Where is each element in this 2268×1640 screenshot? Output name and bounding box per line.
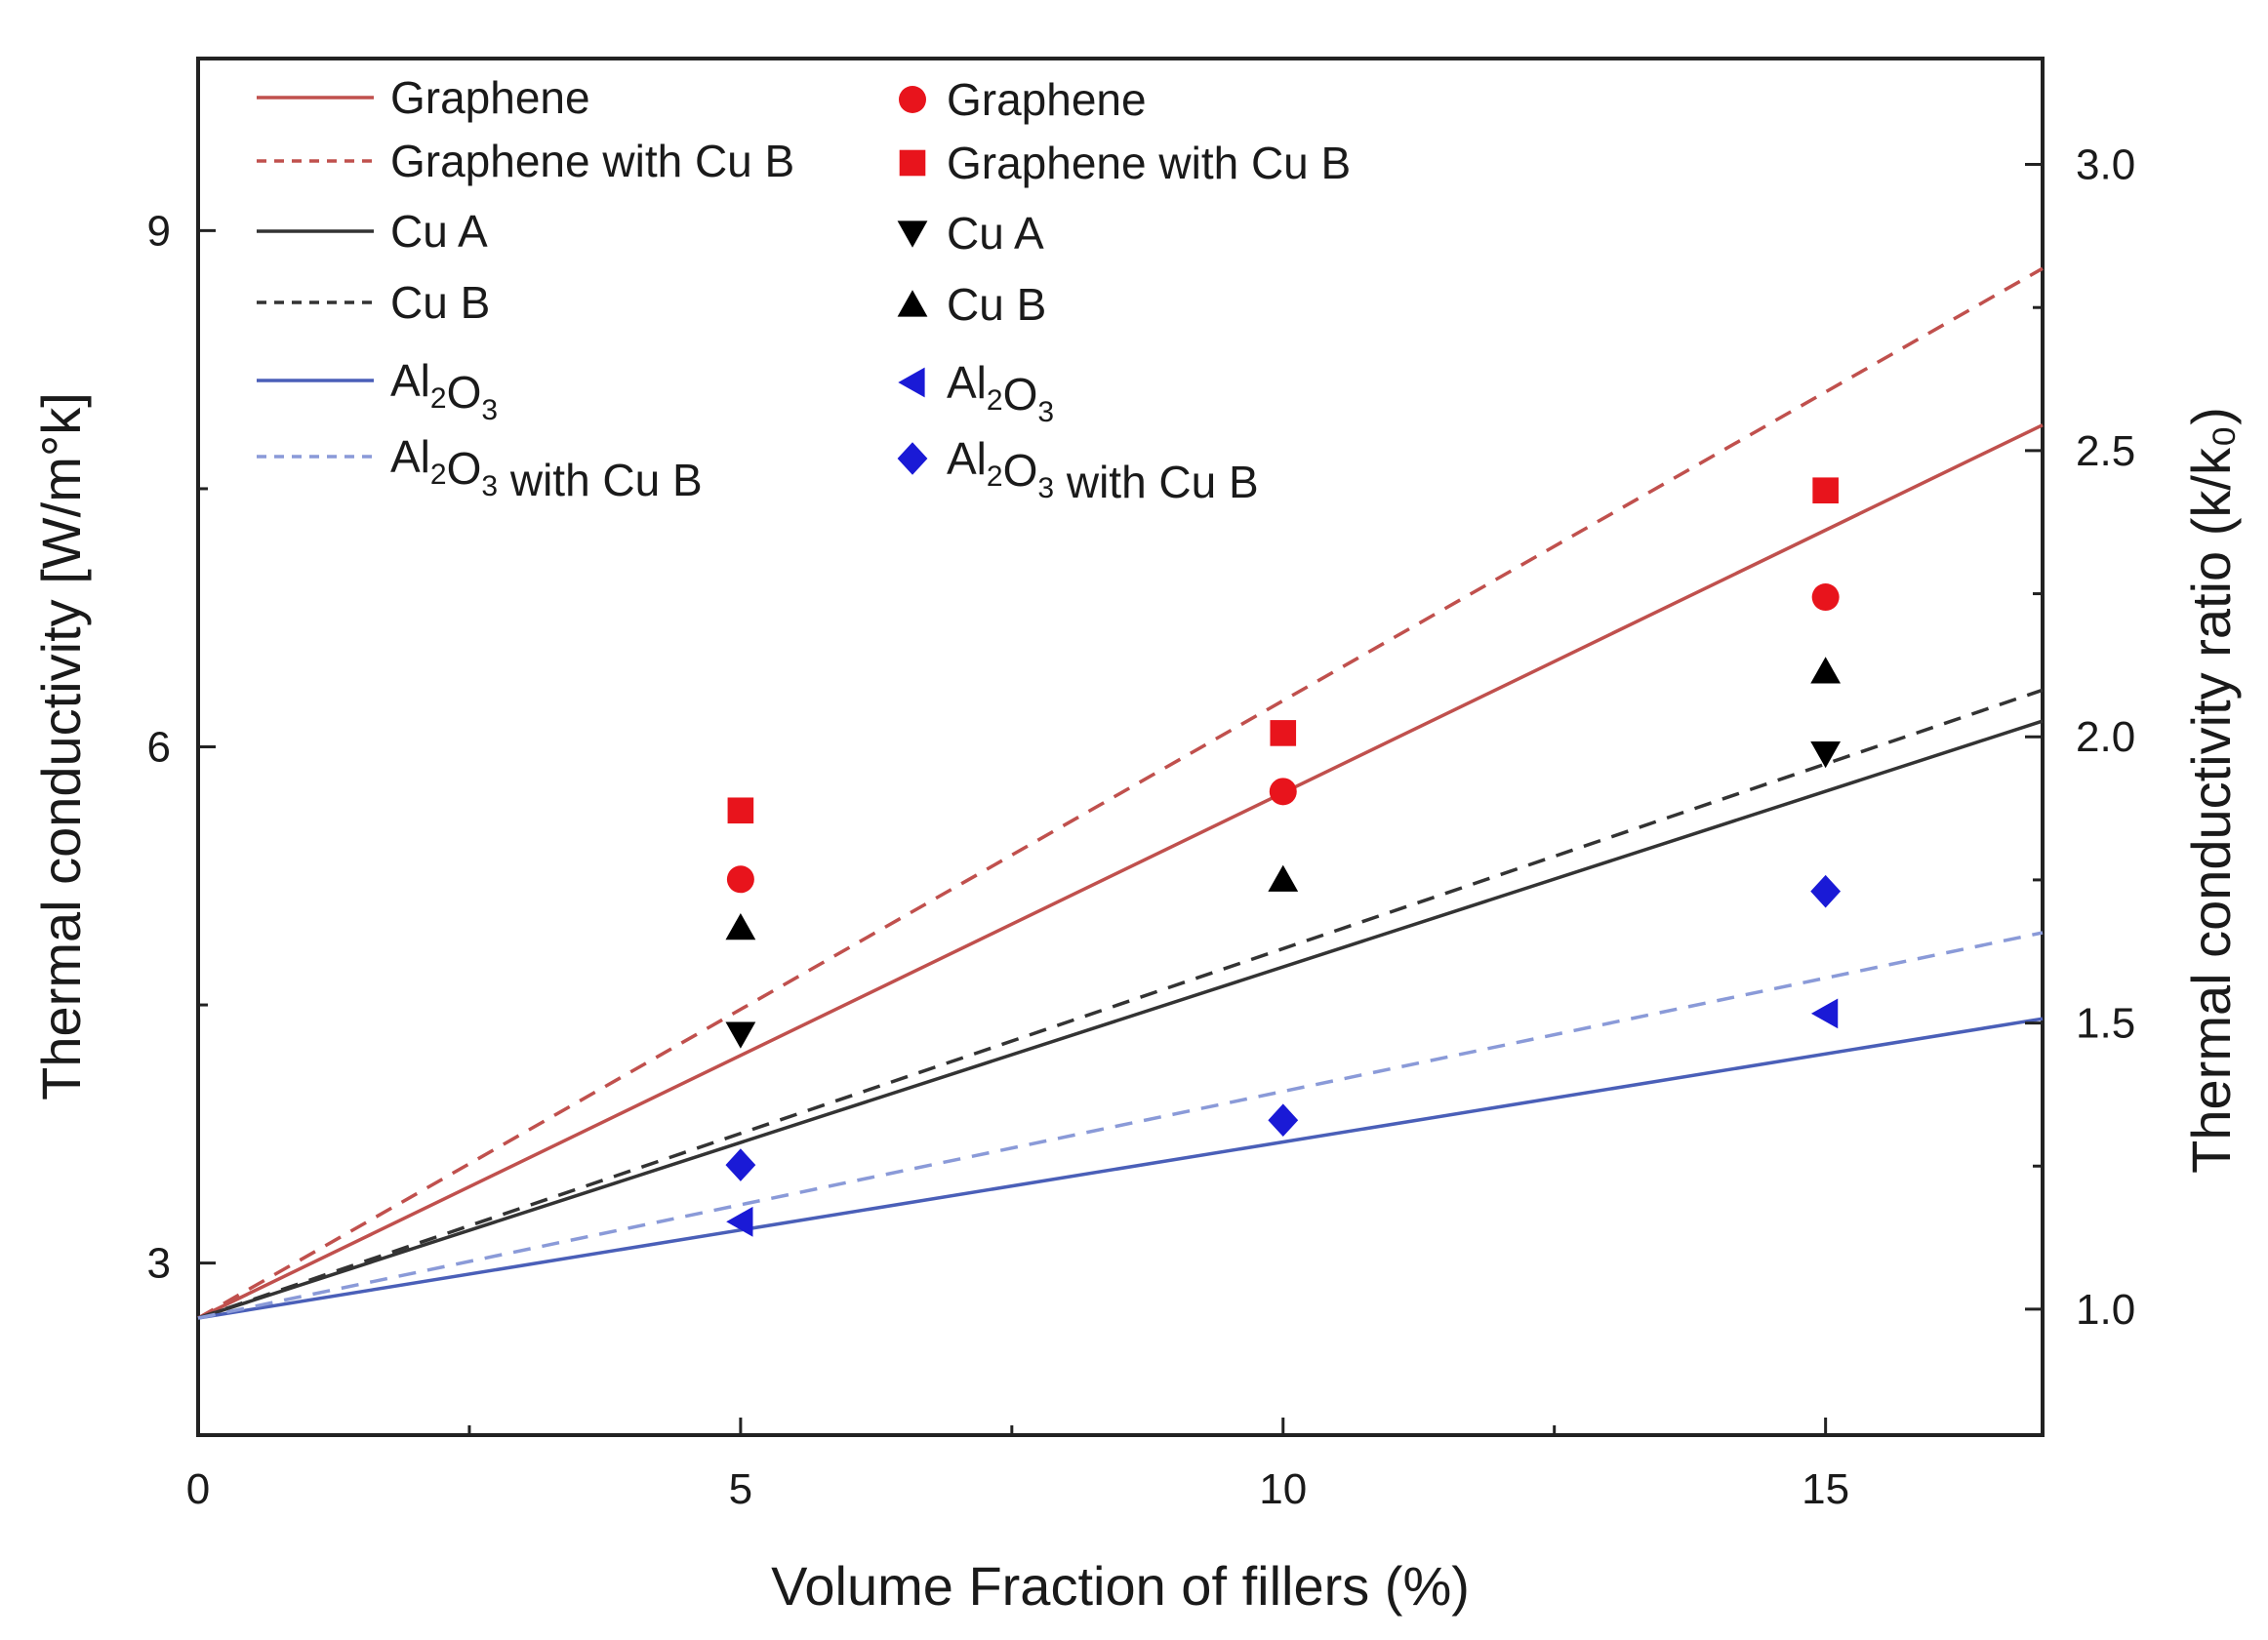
y2-tick-label: 2.0 [2076,713,2135,761]
y2-axis-title: Thermal conductivity ratio (k/k₀) [2180,407,2242,1174]
data-point-graphene [726,865,754,894]
legend-label: Al2O3 [390,355,498,426]
legend-marker-cu-a [897,220,928,248]
data-point-al2o3 [726,1206,753,1237]
data-points [725,477,1842,1237]
data-point-al2o3-with-cu-b [725,1148,756,1181]
legend-marker-al2o3-with-cu-b [897,442,928,475]
fit-line-cu-b [197,688,2044,1320]
y2-tick-label: 1.5 [2076,1000,2135,1048]
data-point-cu-b [1268,864,1299,892]
data-point-graphene-with-cu-b [727,797,754,824]
data-point-graphene-with-cu-b [1270,720,1297,746]
legend-marker-graphene-with-cu-b [899,149,926,177]
data-point-cu-a [725,1021,756,1049]
legend-label: Cu A [947,208,1044,259]
y2-tick-label: 1.0 [2076,1286,2135,1334]
x-tick-label: 5 [729,1465,752,1513]
y-tick-label: 6 [147,724,171,772]
fit-line-al2o3-with-cu-b [197,931,2044,1320]
y-axis-title: Thermal conductivity [W/m°k] [30,392,92,1100]
data-point-cu-b [1810,657,1842,684]
data-point-al2o3-with-cu-b [1810,874,1842,908]
legend-label: Al2O3 [947,357,1054,428]
data-point-cu-b [725,912,756,940]
data-point-graphene [1269,778,1297,806]
legend-label: Al2O3 with Cu B [390,431,703,505]
legend-label: Al2O3 with Cu B [947,433,1259,507]
legend-marker-al2o3 [898,367,925,398]
fit-line-graphene-with-cu-b [197,266,2044,1320]
fit-line-graphene [197,423,2044,1320]
legend-label: Cu B [390,277,490,328]
legend-label: Cu B [947,279,1046,330]
x-tick-label: 10 [1259,1465,1307,1513]
fit-lines [197,266,2044,1320]
x-tick-label: 0 [186,1465,210,1513]
axis-ticks: 0 5 10 15 3 6 9 1.0 1.5 2.0 2.5 3.0 [147,141,2136,1513]
data-point-graphene-with-cu-b [1812,477,1839,504]
y-tick-label: 3 [147,1240,171,1288]
data-point-al2o3-with-cu-b [1268,1103,1299,1138]
y-tick-label: 9 [147,207,171,255]
legend-label: Graphene with Cu B [390,136,794,186]
legend-marker-cu-b [897,290,928,317]
data-point-cu-a [1810,740,1842,769]
fit-line-al2o3 [197,1017,2044,1320]
x-tick-label: 15 [1802,1465,1849,1513]
legend-marker-graphene [899,86,926,113]
data-point-graphene [1811,583,1840,612]
y2-tick-label: 3.0 [2076,141,2135,189]
x-axis-title: Volume Fraction of fillers (%) [771,1555,1470,1617]
fit-line-cu-a [197,719,2044,1320]
legend-label: Graphene [390,72,590,123]
data-point-al2o3 [1810,998,1839,1029]
legend-label: Graphene [947,74,1147,125]
legend-label: Graphene with Cu B [947,138,1351,188]
legend-label: Cu A [390,206,488,257]
y2-tick-label: 2.5 [2076,427,2135,475]
